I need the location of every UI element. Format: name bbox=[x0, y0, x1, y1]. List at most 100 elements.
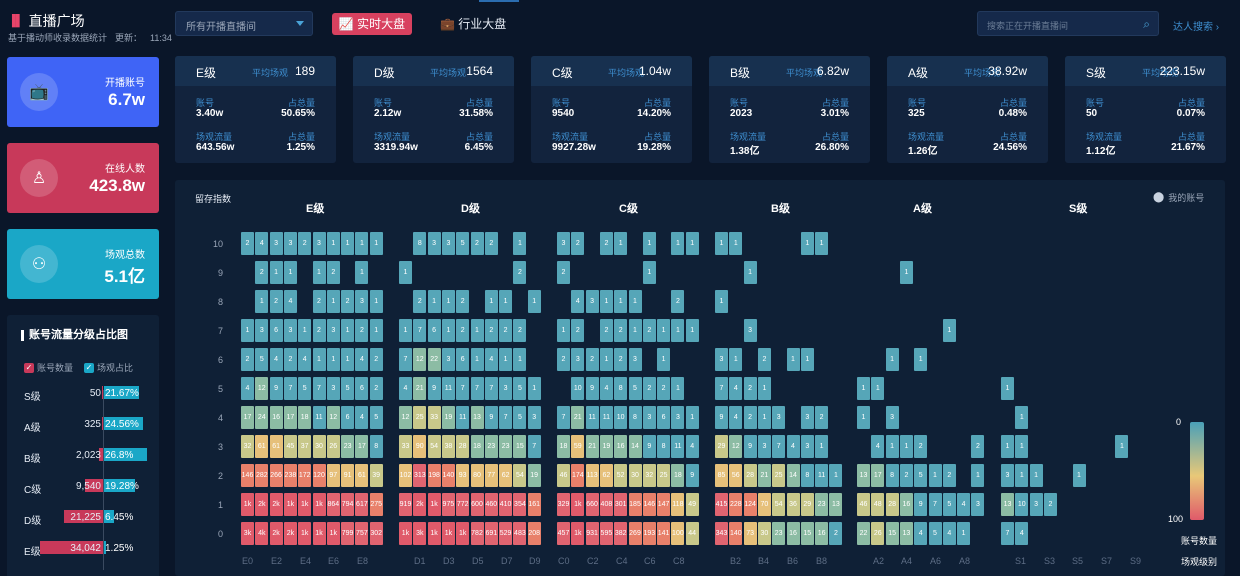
heatmap-cell[interactable]: 1 bbox=[326, 290, 340, 313]
heatmap-cell[interactable]: 1 bbox=[628, 319, 642, 342]
heatmap-cell[interactable]: 1 bbox=[399, 261, 412, 284]
heatmap-cell[interactable]: 11 bbox=[456, 406, 470, 429]
heatmap-cell[interactable]: 26 bbox=[326, 435, 340, 458]
heatmap-cell[interactable]: 6 bbox=[427, 319, 441, 342]
heatmap-cell[interactable]: 13 bbox=[1001, 493, 1014, 516]
heatmap-cell[interactable]: 18 bbox=[671, 464, 685, 487]
heatmap-cell[interactable]: 185 bbox=[628, 493, 642, 516]
heatmap-cell[interactable]: 12 bbox=[326, 406, 340, 429]
heatmap-cell[interactable]: 14 bbox=[628, 435, 642, 458]
heatmap-cell[interactable]: 1 bbox=[757, 377, 771, 400]
heatmap-cell[interactable]: 382 bbox=[614, 522, 628, 545]
heatmap-cell[interactable]: 18 bbox=[470, 435, 484, 458]
heatmap-cell[interactable]: 193 bbox=[642, 522, 656, 545]
heatmap-cell[interactable]: 7 bbox=[715, 377, 728, 400]
heatmap-cell[interactable]: 6 bbox=[269, 319, 283, 342]
heatmap-cell[interactable]: 19 bbox=[441, 406, 455, 429]
heatmap-cell[interactable]: 90 bbox=[413, 435, 427, 458]
heatmap-cell[interactable]: 2 bbox=[326, 261, 340, 284]
heatmap-cell[interactable]: 1 bbox=[657, 348, 671, 371]
heatmap-cell[interactable]: 354 bbox=[513, 493, 527, 516]
heatmap-cell[interactable]: 13 bbox=[470, 406, 484, 429]
heatmap-cell[interactable]: 2 bbox=[657, 377, 671, 400]
heatmap-cell[interactable]: 59 bbox=[571, 435, 585, 458]
heatmap-cell[interactable]: 2 bbox=[312, 319, 326, 342]
heatmap-cell[interactable]: 691 bbox=[484, 522, 498, 545]
heatmap-cell[interactable]: 1 bbox=[399, 319, 412, 342]
heatmap-cell[interactable]: 2 bbox=[1043, 493, 1057, 516]
heatmap-cell[interactable]: 1 bbox=[298, 319, 312, 342]
heatmap-cell[interactable]: 11 bbox=[441, 377, 455, 400]
heatmap-cell[interactable]: 25 bbox=[657, 464, 671, 487]
color-scale-bar[interactable] bbox=[1190, 422, 1204, 520]
heatmap-cell[interactable]: 782 bbox=[470, 522, 484, 545]
heatmap-cell[interactable]: 13 bbox=[829, 493, 843, 516]
heatmap-cell[interactable]: 21 bbox=[585, 435, 599, 458]
search-icon[interactable]: ⌕ bbox=[1143, 17, 1150, 31]
heatmap-cell[interactable]: 62 bbox=[599, 464, 613, 487]
heatmap-cell[interactable]: 3 bbox=[642, 406, 656, 429]
heatmap-cell[interactable]: 73 bbox=[743, 522, 757, 545]
heatmap-cell[interactable]: 1 bbox=[685, 232, 699, 255]
heatmap-cell[interactable]: 1 bbox=[743, 261, 757, 284]
heatmap-cell[interactable]: 4 bbox=[355, 348, 369, 371]
heatmap-cell[interactable]: 4 bbox=[571, 290, 585, 313]
talent-search-link[interactable]: 达人搜索 › bbox=[1173, 22, 1220, 33]
heatmap-cell[interactable]: 5 bbox=[513, 406, 527, 429]
heatmap-cell[interactable]: 16 bbox=[899, 493, 913, 516]
heatmap-cell[interactable]: 5 bbox=[255, 348, 269, 371]
heatmap-cell[interactable]: 3 bbox=[757, 435, 771, 458]
heatmap-cell[interactable]: 118 bbox=[671, 493, 685, 516]
heatmap-cell[interactable]: 2k bbox=[283, 522, 297, 545]
heatmap-cell[interactable]: 46 bbox=[857, 493, 870, 516]
heatmap-cell[interactable]: 1k bbox=[399, 522, 412, 545]
tab-industry[interactable]: 💼 行业大盘 bbox=[440, 13, 510, 35]
heatmap-cell[interactable]: 28 bbox=[743, 464, 757, 487]
heatmap-cell[interactable]: 25 bbox=[413, 406, 427, 429]
heatmap-cell[interactable]: 8 bbox=[628, 406, 642, 429]
heatmap-cell[interactable]: 313 bbox=[413, 464, 427, 487]
heatmap-cell[interactable]: 4 bbox=[729, 406, 743, 429]
heatmap-cell[interactable]: 1 bbox=[513, 348, 527, 371]
heatmap-cell[interactable]: 3k bbox=[413, 522, 427, 545]
heatmap-cell[interactable]: 2 bbox=[614, 319, 628, 342]
heatmap-cell[interactable]: 5 bbox=[298, 377, 312, 400]
heatmap-cell[interactable]: 4 bbox=[484, 348, 498, 371]
heatmap-cell[interactable]: 2 bbox=[312, 290, 326, 313]
heatmap-cell[interactable]: 16 bbox=[614, 435, 628, 458]
heatmap-cell[interactable]: 1 bbox=[671, 377, 685, 400]
heatmap-cell[interactable]: 4 bbox=[241, 377, 254, 400]
heatmap-cell[interactable]: 1 bbox=[441, 319, 455, 342]
heatmap-cell[interactable]: 2 bbox=[283, 348, 297, 371]
heatmap-cell[interactable]: 10 bbox=[571, 377, 585, 400]
heatmap-cell[interactable]: 1 bbox=[671, 319, 685, 342]
tab-realtime[interactable]: 📈 实时大盘 bbox=[332, 13, 412, 35]
heatmap-cell[interactable]: 16 bbox=[786, 522, 800, 545]
heatmap-cell[interactable]: 2 bbox=[571, 232, 585, 255]
heatmap-cell[interactable]: 2 bbox=[241, 232, 254, 255]
heatmap-cell[interactable]: 17 bbox=[241, 406, 254, 429]
heatmap-cell[interactable]: 147 bbox=[657, 493, 671, 516]
heatmap-cell[interactable]: 5 bbox=[628, 377, 642, 400]
heatmap-cell[interactable]: 26 bbox=[871, 522, 885, 545]
heatmap-cell[interactable]: 208 bbox=[527, 522, 541, 545]
heatmap-cell[interactable]: 6 bbox=[355, 377, 369, 400]
heatmap-cell[interactable]: 23 bbox=[484, 435, 498, 458]
heatmap-cell[interactable]: 4 bbox=[355, 406, 369, 429]
heatmap-cell[interactable]: 5 bbox=[928, 522, 942, 545]
heatmap-cell[interactable]: 6 bbox=[456, 348, 470, 371]
heatmap-cell[interactable]: 28 bbox=[885, 493, 899, 516]
heatmap-cell[interactable]: 7 bbox=[413, 319, 427, 342]
heatmap-cell[interactable]: 23 bbox=[772, 522, 786, 545]
heatmap-cell[interactable]: 282 bbox=[255, 464, 269, 487]
heatmap-cell[interactable]: 8 bbox=[413, 232, 427, 255]
heatmap-cell[interactable]: 4k bbox=[255, 522, 269, 545]
heatmap-cell[interactable]: 2 bbox=[557, 261, 570, 284]
heatmap-cell[interactable]: 2 bbox=[614, 348, 628, 371]
search-input[interactable]: 搜索正在开播直播间 ⌕ bbox=[977, 11, 1159, 36]
heatmap-cell[interactable]: 3 bbox=[355, 290, 369, 313]
heatmap-cell[interactable]: 600 bbox=[470, 493, 484, 516]
heatmap-cell[interactable]: 62 bbox=[499, 464, 513, 487]
heatmap-cell[interactable]: 16 bbox=[815, 522, 829, 545]
heatmap-cell[interactable]: 2 bbox=[369, 348, 383, 371]
